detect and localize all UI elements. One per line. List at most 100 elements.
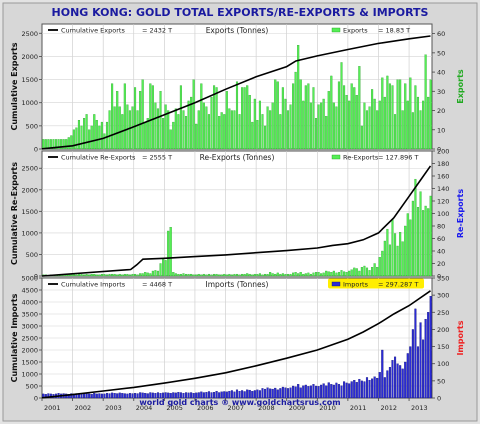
right-axis-title-reexports: Re-Exports: [456, 189, 465, 239]
bar-exports: [230, 110, 233, 150]
bar-reexports: [184, 273, 188, 277]
bar-imports: [261, 388, 264, 399]
bar-imports: [121, 393, 124, 399]
bar-reexports: [123, 273, 126, 277]
bar-exports: [269, 110, 272, 150]
right-axis-title-imports: Imports: [456, 320, 465, 355]
x-tick-label: 2001: [44, 404, 61, 412]
bar-reexports: [233, 273, 236, 277]
left-tick-label: 0: [34, 395, 38, 403]
right-tick-label: 250: [437, 309, 449, 317]
bar-imports: [292, 385, 295, 399]
bar-reexports: [373, 263, 376, 277]
bar-reexports: [177, 273, 180, 277]
bar-reexports: [113, 273, 116, 277]
bar-exports: [207, 114, 211, 150]
bar-imports: [85, 393, 88, 399]
bar-reexports: [309, 273, 312, 277]
bar-exports: [381, 77, 384, 150]
right-tick-label: 200: [437, 148, 449, 156]
right-tick-label: 30: [437, 88, 445, 96]
bar-exports: [292, 83, 295, 150]
bar-imports: [118, 392, 121, 399]
bar-exports: [289, 104, 292, 150]
legend-line-label-imports: Cumulative Imports: [61, 281, 126, 289]
bar-reexports: [317, 272, 320, 277]
legend-bar-swatch: [331, 27, 341, 33]
panel-reexports: 0500100015002000250002040608010012014016…: [10, 148, 465, 281]
bar-reexports: [159, 263, 162, 277]
left-axis-title-reexports: Cumulative Re-Exports: [10, 162, 19, 265]
bar-reexports: [225, 274, 228, 277]
right-tick-label: 40: [437, 69, 445, 77]
bar-reexports: [121, 274, 124, 277]
bar-imports: [335, 382, 338, 399]
bar-reexports: [162, 258, 165, 277]
bar-exports: [235, 81, 239, 150]
panel-exports: 0 500 1000 1500 2000 2500 0 10 20 30 40 50 60 Exports…: [10, 23, 465, 154]
bar-exports: [396, 79, 399, 150]
bar-exports: [238, 114, 241, 150]
bar-reexports: [261, 274, 264, 277]
bar-reexports: [80, 273, 83, 277]
bar-reexports: [358, 270, 361, 277]
bar-imports: [192, 393, 195, 399]
bar-exports: [182, 110, 185, 150]
cumulative-line-exports: [41, 35, 431, 150]
bar-exports: [77, 120, 81, 150]
bar-reexports: [307, 272, 310, 277]
left-tick-label: 0: [34, 273, 38, 281]
bar-exports: [320, 102, 323, 150]
bar-imports: [256, 389, 259, 399]
bar-exports: [276, 81, 279, 150]
bar-reexports: [100, 273, 103, 277]
bar-reexports: [164, 260, 167, 277]
bar-exports: [100, 121, 103, 150]
bar-imports: [190, 392, 193, 399]
bar-imports: [263, 388, 267, 399]
bar-exports: [105, 121, 109, 150]
left-tick-label: 3000: [21, 323, 38, 331]
bar-reexports: [95, 274, 98, 277]
bar-exports: [72, 129, 75, 150]
bar-exports: [113, 106, 116, 150]
left-tick-label: 1000: [21, 99, 38, 107]
bar-exports: [401, 110, 404, 150]
bar-exports: [159, 91, 162, 150]
bar-exports: [424, 54, 427, 150]
bar-imports: [350, 381, 353, 399]
bar-exports: [146, 118, 149, 150]
bar-reexports: [337, 272, 341, 277]
left-tick-label: 2000: [21, 186, 38, 194]
bar-exports: [348, 100, 351, 150]
bar-imports: [215, 390, 218, 399]
bar-exports: [371, 89, 374, 150]
bar-exports: [286, 110, 290, 150]
bar-reexports: [401, 241, 404, 277]
bar-reexports: [131, 273, 134, 277]
bar-exports: [190, 96, 193, 150]
bar-exports: [179, 85, 182, 150]
legend-line-value-imports: = 4468 T: [142, 281, 172, 289]
bar-reexports: [88, 274, 91, 277]
legend-bar-swatch: [331, 281, 341, 287]
credit-text: world gold charts ® www.goldchartsrus.co…: [139, 398, 340, 407]
bar-reexports: [205, 274, 208, 277]
bar-reexports: [251, 274, 254, 277]
bar-exports: [297, 45, 300, 150]
bar-reexports: [386, 228, 389, 277]
bar-imports: [401, 368, 404, 399]
bar-imports: [414, 308, 417, 399]
bar-imports: [365, 377, 369, 399]
bar-imports: [304, 384, 307, 399]
left-axis-title-exports: Cumulative Exports: [10, 42, 19, 130]
bar-imports: [281, 386, 284, 399]
bar-imports: [144, 393, 147, 399]
bar-imports: [411, 329, 414, 399]
bar-imports: [248, 389, 251, 399]
legend-bar-label-exports: Exports: [343, 27, 368, 35]
bar-exports: [197, 110, 200, 150]
bar-reexports: [327, 271, 330, 277]
bar-exports: [93, 114, 96, 150]
bar-reexports: [332, 270, 335, 277]
